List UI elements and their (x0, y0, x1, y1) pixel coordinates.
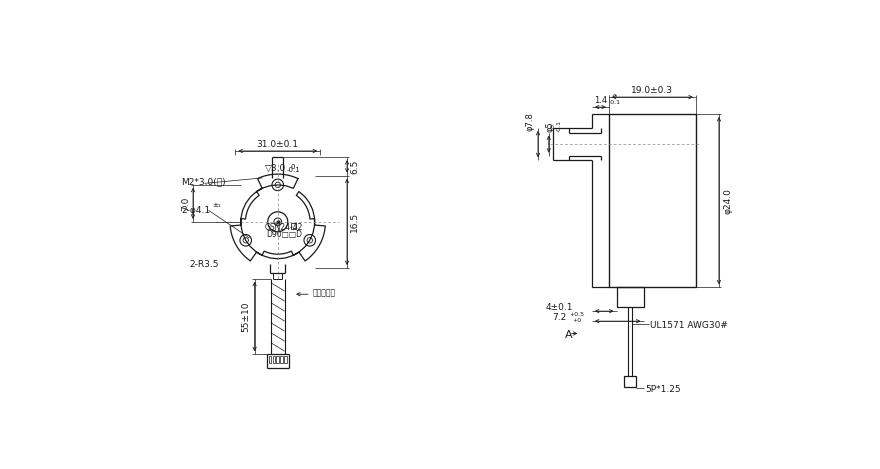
Text: 7.0: 7.0 (181, 196, 190, 211)
Bar (624, 376, 636, 386)
Text: 31.0±0.1: 31.0±0.1 (257, 140, 298, 149)
Text: 8
-0.1: 8 -0.1 (551, 121, 562, 132)
Text: 结线松山式: 结线松山式 (312, 288, 335, 297)
Text: 19.0±0.3: 19.0±0.3 (631, 86, 673, 95)
Text: 7.2: 7.2 (553, 313, 567, 322)
Text: UL1571 AWG30#: UL1571 AWG30# (650, 321, 728, 330)
Text: -0.1: -0.1 (286, 167, 300, 173)
Bar (280, 356, 282, 363)
Text: φ5: φ5 (546, 121, 554, 132)
Text: 16.5: 16.5 (350, 212, 359, 232)
Text: φ24.0: φ24.0 (723, 188, 733, 213)
Bar (290, 223, 297, 229)
Text: M2*3.0(深): M2*3.0(深) (181, 177, 226, 186)
Text: 55±10: 55±10 (241, 301, 250, 332)
Bar (273, 356, 275, 363)
Text: 0: 0 (291, 164, 296, 170)
Text: 5P*1.25: 5P*1.25 (645, 385, 681, 394)
Bar (617, 287, 643, 307)
Text: φ7.8: φ7.8 (526, 112, 535, 131)
Text: +0.5
+0: +0.5 +0 (569, 312, 584, 323)
Bar (276, 356, 279, 363)
Text: A: A (565, 330, 573, 340)
Bar (609, 114, 696, 287)
Text: 2-R3.5: 2-R3.5 (189, 260, 219, 269)
Text: 6.5: 6.5 (350, 159, 359, 174)
Text: 1.4: 1.4 (594, 97, 607, 106)
Text: GSN24-42: GSN24-42 (265, 224, 303, 233)
Text: 0
-0.1: 0 -0.1 (608, 94, 620, 105)
Text: 2-φ4.1: 2-φ4.1 (181, 206, 210, 215)
Text: D90□□D: D90□□D (266, 230, 302, 239)
Text: ±₁: ±₁ (212, 202, 221, 208)
Text: ▽3.0: ▽3.0 (265, 164, 286, 173)
Bar (268, 356, 271, 363)
Text: 4±0.1: 4±0.1 (546, 303, 574, 312)
Bar (284, 356, 287, 363)
